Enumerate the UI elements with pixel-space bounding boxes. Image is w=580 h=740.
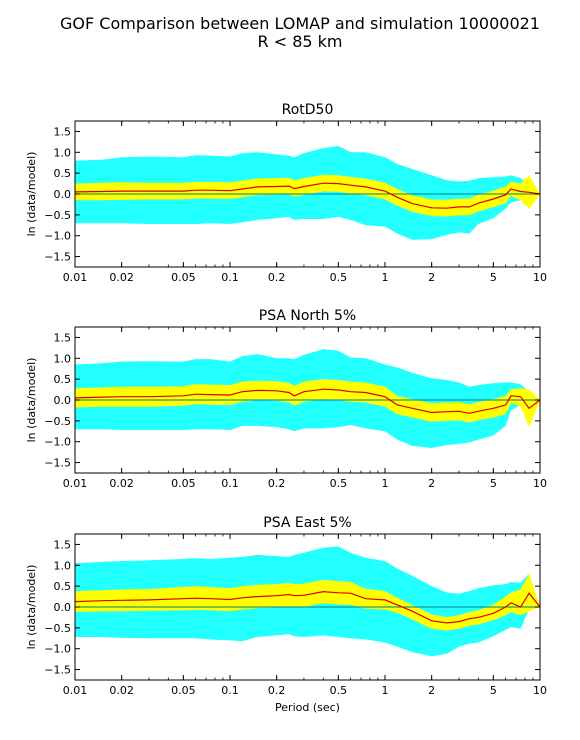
y-tick-label: 1.5	[54, 538, 72, 551]
y-tick-label: −0.5	[44, 415, 71, 428]
plot-area	[75, 146, 540, 240]
y-tick-label: 0.5	[54, 373, 72, 386]
x-tick-label: 0.05	[171, 477, 196, 490]
plot-area	[75, 349, 540, 448]
x-tick-label: 1	[382, 271, 389, 284]
x-tick-label: 10	[533, 271, 547, 284]
x-tick-label: 0.05	[171, 684, 196, 697]
y-tick-label: −0.5	[44, 622, 71, 635]
x-tick-label: 0.01	[63, 684, 88, 697]
y-tick-label: 0.0	[54, 188, 72, 201]
chart-panel-2: 0.01 0.02 0.05 0.1 0.2 0.5 1 2 5 10 −1.5 −1.0 −0.5 0.…	[25, 308, 547, 490]
mean-line	[75, 590, 540, 624]
mean-line	[75, 182, 540, 209]
x-tick-label: 5	[490, 684, 497, 697]
x-tick-label: 0.2	[268, 271, 286, 284]
x-tick-label: 0.1	[221, 477, 239, 490]
y-tick-label: 0.0	[54, 394, 72, 407]
chart-title: PSA North 5%	[259, 308, 356, 324]
y-tick-label: 1.5	[54, 331, 72, 344]
y-tick-label: −1.0	[44, 230, 71, 243]
chart-panel-3: 0.01 0.02 0.05 0.1 0.2 0.5 1 2 5 10 −1.5 −1.0 −0.5 0.…	[25, 515, 547, 714]
y-tick-label: −0.5	[44, 209, 71, 222]
y-tick-label: 1.0	[54, 352, 72, 365]
x-tick-label: 10	[533, 684, 547, 697]
y-tick-label: 0.5	[54, 580, 72, 593]
chart-title: RotD50	[282, 102, 334, 118]
x-tick-label: 5	[490, 477, 497, 490]
y-tick-label: 0.5	[54, 167, 72, 180]
chart-panels: 0.01 0.02 0.05 0.1 0.2 0.5 1 2 5 10−1.5−1.0−0.50.…	[25, 102, 547, 714]
mean-line	[75, 388, 540, 414]
x-tick-label: 1	[382, 477, 389, 490]
y-axis-label: ln (data/model)	[25, 358, 38, 443]
x-tick-label: 2	[428, 477, 435, 490]
y-tick-label: −1.0	[44, 643, 71, 656]
x-tick-label: 0.2	[268, 477, 286, 490]
x-tick-label: 0.1	[221, 271, 239, 284]
chart-title: PSA East 5%	[263, 515, 351, 531]
x-tick-label: 0.5	[330, 684, 348, 697]
x-tick-label: 0.02	[109, 271, 134, 284]
y-tick-label: −1.5	[44, 457, 71, 470]
y-tick-label: 1.0	[54, 146, 72, 159]
y-tick-label: 1.0	[54, 559, 72, 572]
y-tick-label: −1.5	[44, 251, 71, 264]
x-tick-label: 0.02	[109, 684, 134, 697]
x-tick-label: 2	[428, 271, 435, 284]
figure-title-line1: GOF Comparison between LOMAP and simulat…	[60, 14, 540, 33]
x-tick-label: 5	[490, 271, 497, 284]
x-tick-label: 0.05	[171, 271, 196, 284]
x-tick-label: 0.01	[63, 477, 88, 490]
y-axis-label: ln (data/model)	[25, 565, 38, 650]
x-tick-label: 2	[428, 684, 435, 697]
x-tick-label: 0.5	[330, 477, 348, 490]
x-tick-label: 1	[382, 684, 389, 697]
plot-area	[75, 546, 540, 657]
y-tick-label: 0.0	[54, 601, 72, 614]
y-tick-label: −1.0	[44, 436, 71, 449]
x-tick-label: 0.2	[268, 684, 286, 697]
x-axis-label: Period (sec)	[275, 701, 340, 714]
x-tick-label: 0.02	[109, 477, 134, 490]
x-tick-label: 0.1	[221, 684, 239, 697]
x-tick-label: 10	[533, 477, 547, 490]
x-tick-label: 0.5	[330, 271, 348, 284]
x-tick-label: 0.01	[63, 271, 88, 284]
y-tick-label: 1.5	[54, 125, 72, 138]
figure-title-line2: R < 85 km	[258, 32, 343, 51]
y-axis-label: ln (data/model)	[25, 152, 38, 237]
y-tick-label: −1.5	[44, 664, 71, 677]
inner-band	[75, 379, 540, 428]
chart-panel-1: 0.01 0.02 0.05 0.1 0.2 0.5 1 2 5 10 −1.5 −1.0 −0.5 0.…	[25, 102, 547, 284]
